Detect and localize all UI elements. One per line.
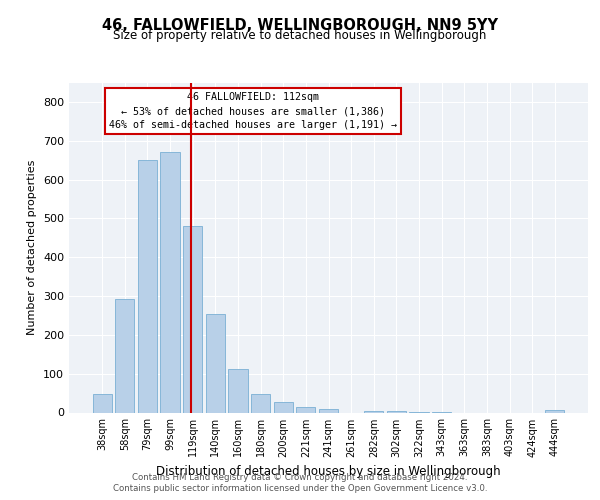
Bar — [160, 152, 180, 412]
Bar — [206, 314, 225, 412]
Bar — [545, 410, 565, 412]
Text: Size of property relative to detached houses in Wellingborough: Size of property relative to detached ho… — [113, 29, 487, 42]
Bar — [319, 408, 338, 412]
Y-axis label: Number of detached properties: Number of detached properties — [28, 160, 37, 335]
Bar — [229, 368, 248, 412]
Text: 46, FALLOWFIELD, WELLINGBOROUGH, NN9 5YY: 46, FALLOWFIELD, WELLINGBOROUGH, NN9 5YY — [102, 18, 498, 32]
X-axis label: Distribution of detached houses by size in Wellingborough: Distribution of detached houses by size … — [156, 465, 501, 478]
Text: Contains HM Land Registry data © Crown copyright and database right 2024.: Contains HM Land Registry data © Crown c… — [132, 472, 468, 482]
Text: 46 FALLOWFIELD: 112sqm
← 53% of detached houses are smaller (1,386)
46% of semi-: 46 FALLOWFIELD: 112sqm ← 53% of detached… — [109, 92, 397, 130]
Bar — [364, 410, 383, 412]
Bar — [296, 406, 316, 412]
Bar — [138, 160, 157, 412]
Bar — [115, 298, 134, 412]
Bar — [251, 394, 270, 412]
Bar — [183, 226, 202, 412]
Bar — [274, 402, 293, 412]
Bar — [92, 394, 112, 412]
Text: Contains public sector information licensed under the Open Government Licence v3: Contains public sector information licen… — [113, 484, 487, 493]
